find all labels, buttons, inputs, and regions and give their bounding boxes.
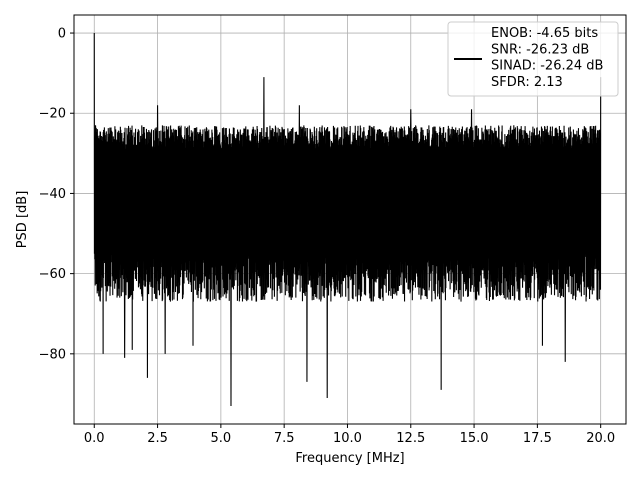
x-tick-label: 17.5	[523, 431, 552, 446]
legend-snr: SNR: -26.23 dB	[491, 42, 589, 57]
x-tick-label: 10.0	[333, 431, 362, 446]
legend-sfdr: SFDR: 2.13	[491, 75, 563, 90]
legend-enob: ENOB: -4.65 bits	[491, 26, 598, 41]
legend-box	[447, 21, 619, 97]
x-axis-ticks: 0.0 2.5 5.0 7.5 10.0 12.5 15.0 17.5 20.0	[84, 424, 615, 446]
y-tick-label: 0	[58, 27, 66, 42]
x-tick-label: 5.0	[211, 431, 232, 446]
y-axis-label: PSD [dB]	[15, 191, 30, 249]
x-tick-label: 15.0	[460, 431, 489, 446]
y-axis-ticks: 0 −20 −40 −60 −80	[39, 27, 74, 362]
y-tick-label: −60	[39, 267, 66, 282]
y-tick-label: −80	[39, 347, 66, 362]
legend: ENOB: -4.65 bits SNR: -26.23 dB SINAD: -…	[447, 21, 619, 97]
x-tick-label: 12.5	[396, 431, 425, 446]
x-tick-label: 20.0	[586, 431, 615, 446]
legend-sinad: SINAD: -26.24 dB	[491, 59, 603, 74]
x-tick-label: 2.5	[147, 431, 168, 446]
psd-series	[93, 33, 602, 406]
psd-line	[93, 33, 602, 406]
y-tick-label: −20	[39, 107, 66, 122]
x-tick-label: 7.5	[274, 431, 295, 446]
x-tick-label: 0.0	[84, 431, 105, 446]
x-axis-label: Frequency [MHz]	[295, 451, 404, 466]
y-tick-label: −40	[39, 187, 66, 202]
plot-frame	[73, 14, 627, 425]
